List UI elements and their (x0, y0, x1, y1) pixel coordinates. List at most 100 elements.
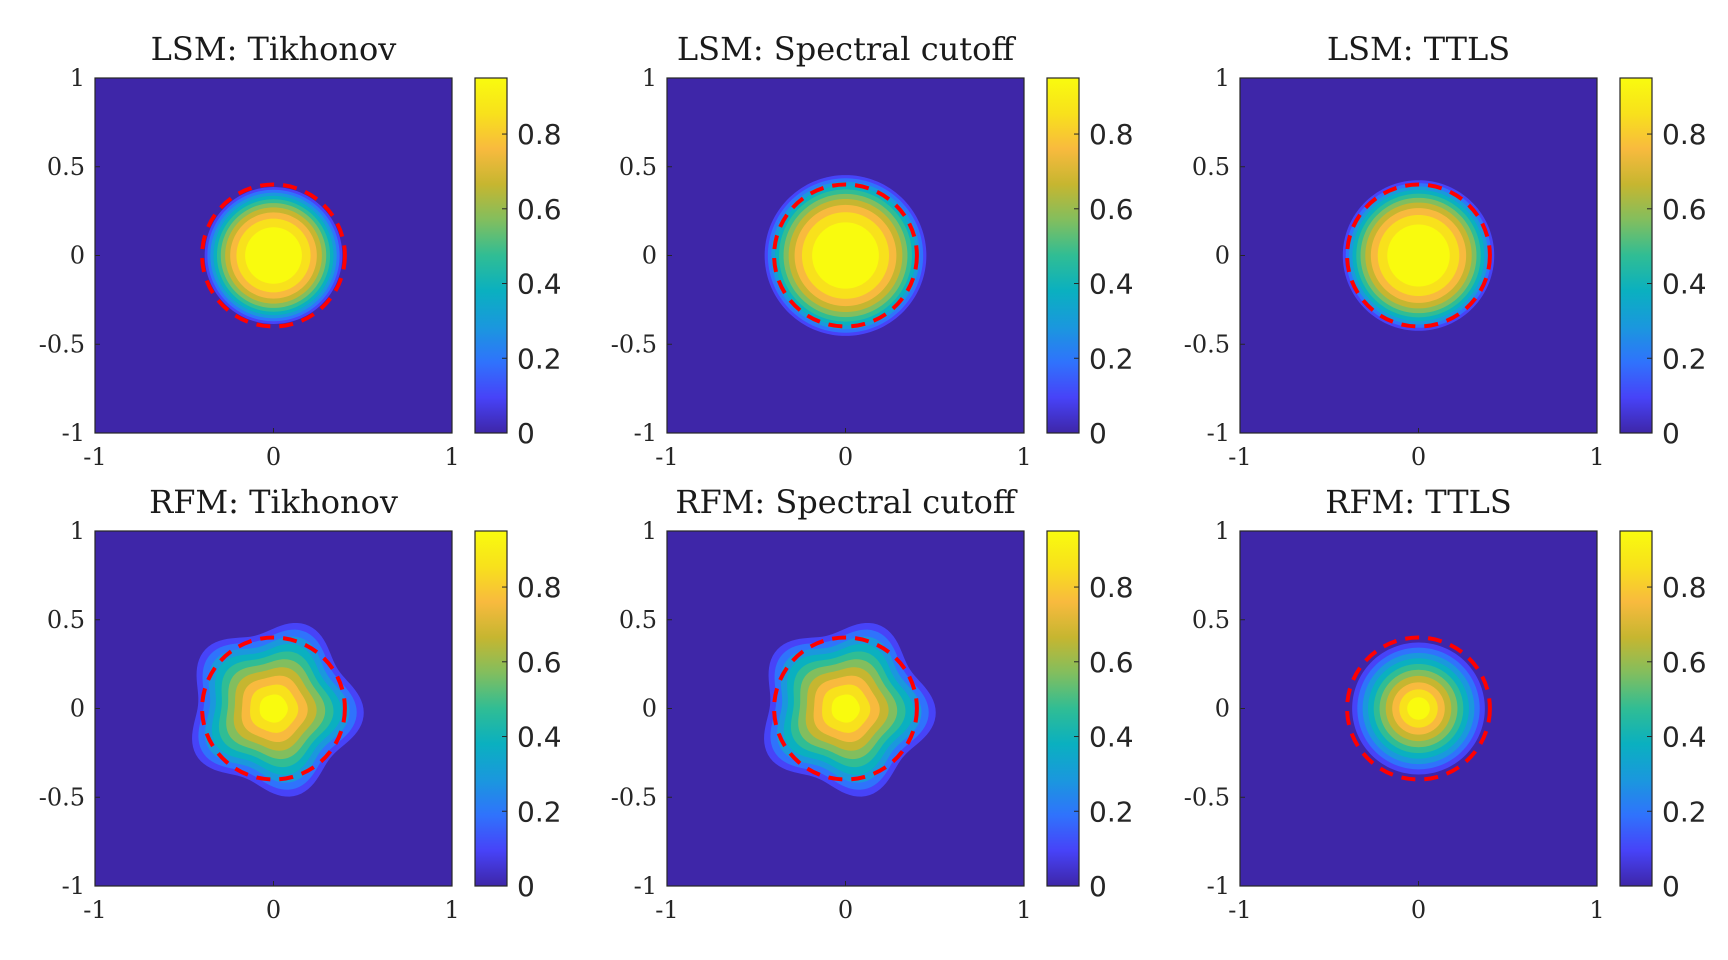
true-boundary-dashed (1345, 635, 1492, 782)
x-tick-label: 0 (838, 896, 853, 924)
true-boundary-dashed (200, 182, 347, 329)
y-tick-label: -1 (1207, 872, 1230, 900)
colorbar-tick-label: 0.6 (1662, 193, 1707, 226)
colorbar (1620, 531, 1652, 886)
true-boundary-dashed (1345, 182, 1492, 329)
true-boundary-dashed (772, 182, 919, 329)
panel-title: RFM: Spectral cutoff (675, 483, 1018, 521)
y-tick-label: 0 (642, 242, 657, 270)
colorbar-tick-label: 0.8 (1662, 118, 1707, 151)
colorbar (475, 531, 507, 886)
colorbar-tick-label: 0 (1662, 870, 1680, 903)
y-tick-label: -0.5 (39, 330, 85, 358)
y-tick-label: -0.5 (611, 783, 657, 811)
x-tick-label: -1 (1228, 896, 1251, 924)
true-boundary-dashed (772, 635, 919, 782)
panel-rfm-spectral-cutoff: RFM: Spectral cutoff -1 0 1 1 0.5 0 -0.5 -1 0.8 0.… (611, 483, 1134, 924)
x-tick-label: 1 (1016, 896, 1031, 924)
panel-title: RFM: TTLS (1325, 483, 1511, 521)
y-tick-label: 0.5 (47, 606, 85, 634)
colorbar-tick-label: 0.8 (517, 118, 562, 151)
contour-levels (764, 622, 936, 797)
colorbar-tick-label: 0.6 (1089, 646, 1134, 679)
contour-levels (204, 187, 343, 324)
panel-title: LSM: Spectral cutoff (677, 30, 1016, 68)
panel-lsm-tikhonov: LSM: Tikhonov -1 0 1 1 0.5 0 -0.5 -1 0.8 0.6 0.4 0.2… (39, 30, 562, 471)
contour-level (1387, 224, 1450, 287)
y-tick-label: -1 (634, 419, 657, 447)
colorbar-tick-label: 0.4 (1089, 721, 1134, 754)
x-tick-label: 1 (444, 896, 459, 924)
y-tick-label: 0 (1215, 242, 1230, 270)
y-tick-label: 0.5 (47, 153, 85, 181)
y-tick-label: 0.5 (1192, 153, 1230, 181)
colorbar-frame (1046, 530, 1080, 887)
x-tick-label: -1 (1228, 443, 1251, 471)
colorbar-frame (1046, 77, 1080, 434)
colorbar-tick-label: 0.2 (1089, 342, 1134, 375)
panel-lsm-spectral-cutoff: LSM: Spectral cutoff -1 0 1 1 0.5 0 -0.5 -1 0.8 0.… (611, 30, 1134, 471)
colorbar-tick-label: 0.6 (517, 646, 562, 679)
panel-lsm-ttls: LSM: TTLS -1 0 1 1 0.5 0 -0.5 -1 0.8 0.6 0.4 0.2 0 (1184, 30, 1707, 471)
contour-level (812, 222, 879, 289)
colorbar-tick-label: 0.4 (517, 721, 562, 754)
colorbar-tick-label: 0.4 (1662, 721, 1707, 754)
y-tick-label: -1 (634, 872, 657, 900)
x-tick-label: 0 (838, 443, 853, 471)
colorbar-tick-label: 0.2 (517, 342, 562, 375)
contour-levels (1352, 642, 1485, 775)
contour-levels (192, 622, 364, 797)
y-tick-label: 1 (642, 64, 657, 92)
x-tick-label: 0 (1411, 443, 1426, 471)
y-tick-label: -0.5 (1184, 783, 1230, 811)
colorbar-tick-label: 0.8 (1089, 571, 1134, 604)
colorbar-tick-label: 0 (1089, 417, 1107, 450)
colorbar-tick-label: 0 (517, 417, 535, 450)
panel-title: RFM: Tikhonov (149, 483, 398, 521)
colorbar-tick-label: 0 (1662, 417, 1680, 450)
x-tick-label: 0 (266, 896, 281, 924)
y-tick-label: 0.5 (619, 606, 657, 634)
true-boundary-dashed (200, 635, 347, 782)
y-tick-label: 0 (70, 695, 85, 723)
colorbar-tick-label: 0.4 (517, 268, 562, 301)
y-tick-label: 0.5 (1192, 606, 1230, 634)
colorbar-tick-label: 0.6 (517, 193, 562, 226)
y-tick-label: 0.5 (619, 153, 657, 181)
y-tick-label: 1 (70, 64, 85, 92)
x-tick-label: 1 (444, 443, 459, 471)
panel-title: LSM: TTLS (1327, 30, 1510, 68)
y-tick-label: -0.5 (39, 783, 85, 811)
panel-rfm-ttls: RFM: TTLS -1 0 1 1 0.5 0 -0.5 -1 0.8 0.6 0.4 0.2 0 (1184, 483, 1707, 924)
contour-levels (1342, 180, 1495, 331)
colorbar-frame (1619, 530, 1653, 887)
colorbar-tick-label: 0.2 (517, 795, 562, 828)
colorbar-tick-label: 0 (517, 870, 535, 903)
x-tick-label: 1 (1589, 443, 1604, 471)
y-tick-label: -0.5 (1184, 330, 1230, 358)
colorbar-tick-label: 0.6 (1089, 193, 1134, 226)
contour-levels (764, 175, 927, 336)
colorbar-tick-label: 0.2 (1662, 795, 1707, 828)
contour-level (245, 227, 302, 284)
colorbar-tick-label: 0 (1089, 870, 1107, 903)
colorbar-tick-label: 0.6 (1662, 646, 1707, 679)
y-tick-label: 1 (70, 517, 85, 545)
contour-level (259, 694, 288, 723)
panel-rfm-tikhonov: RFM: Tikhonov -1 0 1 1 0.5 0 -0.5 -1 0.8 0.6 0.4 0.2… (39, 483, 562, 924)
colorbar (1047, 531, 1079, 886)
panel-title: LSM: Tikhonov (151, 30, 397, 68)
colorbar (475, 78, 507, 433)
y-tick-label: -1 (62, 872, 85, 900)
colorbar-tick-label: 0.2 (1089, 795, 1134, 828)
y-tick-label: 0 (642, 695, 657, 723)
y-tick-label: 1 (1215, 64, 1230, 92)
colorbar-tick-label: 0.4 (1662, 268, 1707, 301)
x-tick-label: 1 (1589, 896, 1604, 924)
colorbar-tick-label: 0.8 (517, 571, 562, 604)
colorbar-tick-label: 0.2 (1662, 342, 1707, 375)
y-tick-label: 0 (1215, 695, 1230, 723)
y-tick-label: -1 (62, 419, 85, 447)
x-tick-label: -1 (655, 443, 678, 471)
